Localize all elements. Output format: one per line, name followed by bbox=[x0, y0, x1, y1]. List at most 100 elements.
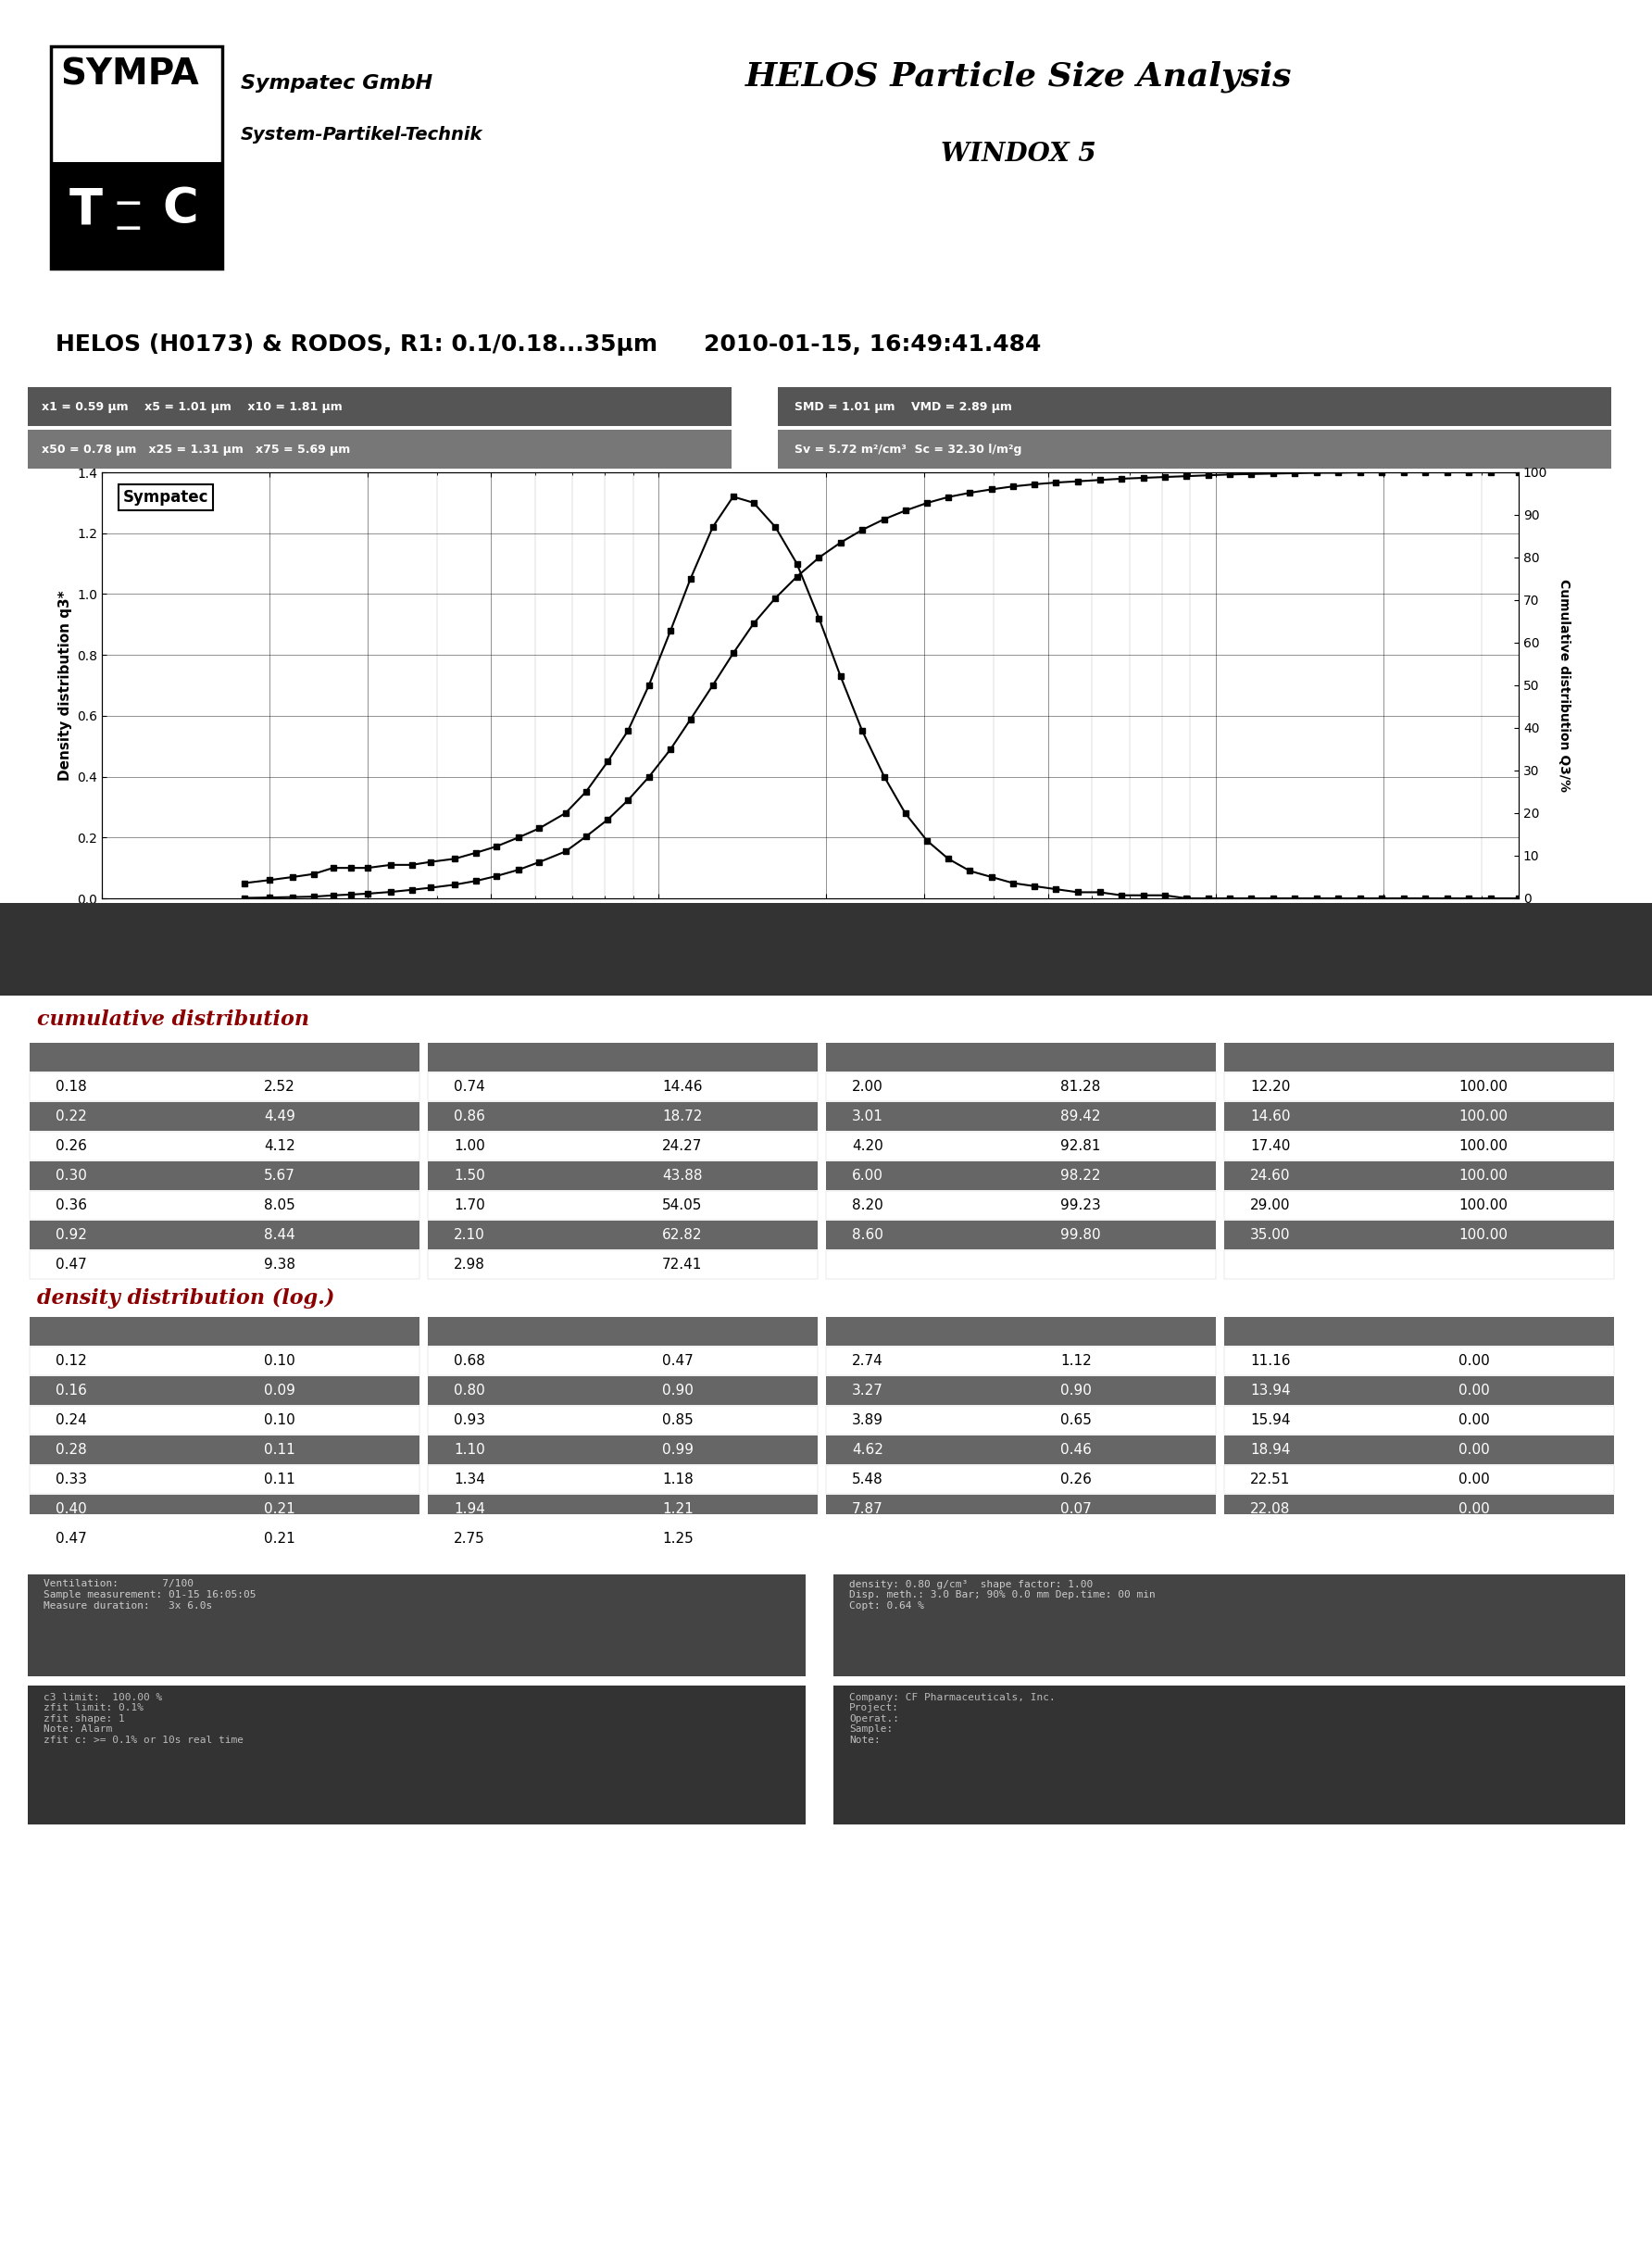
Bar bbox=[30, 1221, 420, 1250]
Text: density distribution (log.): density distribution (log.) bbox=[36, 1288, 335, 1308]
Bar bbox=[1224, 1043, 1614, 1073]
Bar bbox=[1224, 1346, 1614, 1376]
Bar bbox=[1224, 1221, 1614, 1250]
Text: x50 = 0.78 µm   x25 = 1.31 µm   x75 = 5.69 µm: x50 = 0.78 µm x25 = 1.31 µm x75 = 5.69 µ… bbox=[41, 442, 350, 456]
Text: Sv = 5.72 m²/cm³  Sc = 32.30 l/m²g: Sv = 5.72 m²/cm³ Sc = 32.30 l/m²g bbox=[795, 442, 1021, 456]
Text: 0.12: 0.12 bbox=[56, 1353, 88, 1367]
Text: 1.70: 1.70 bbox=[454, 1198, 486, 1212]
Bar bbox=[1224, 1495, 1614, 1524]
Bar bbox=[30, 1524, 420, 1553]
Text: 0.22: 0.22 bbox=[56, 1109, 88, 1122]
Text: 29.00: 29.00 bbox=[1251, 1198, 1290, 1212]
Text: 81.28: 81.28 bbox=[1061, 1079, 1100, 1093]
Bar bbox=[826, 1073, 1216, 1102]
Text: 0.85: 0.85 bbox=[662, 1414, 694, 1427]
Text: 0.46: 0.46 bbox=[1061, 1443, 1092, 1456]
Bar bbox=[1224, 1317, 1614, 1346]
Text: 0.00: 0.00 bbox=[1459, 1382, 1490, 1398]
Text: HELOS Particle Size Analysis: HELOS Particle Size Analysis bbox=[745, 61, 1292, 92]
Text: 0.07: 0.07 bbox=[1061, 1501, 1092, 1515]
Text: 100.00: 100.00 bbox=[1459, 1138, 1508, 1153]
Text: 8.44: 8.44 bbox=[264, 1227, 296, 1241]
Text: 0.24: 0.24 bbox=[56, 1414, 88, 1427]
Text: 2010-01-15, 16:49:41.484: 2010-01-15, 16:49:41.484 bbox=[704, 334, 1041, 355]
Text: 0.47: 0.47 bbox=[662, 1353, 694, 1367]
Bar bbox=[1224, 1436, 1614, 1463]
Text: 2.74: 2.74 bbox=[852, 1353, 884, 1367]
Bar bbox=[826, 1495, 1216, 1524]
Text: c3 limit:  100.00 %
zfit limit: 0.1%
zfit shape: 1
Note: Alarm
zfit c: >= 0.1% o: c3 limit: 100.00 % zfit limit: 0.1% zfit… bbox=[43, 1692, 243, 1746]
Text: 1.18: 1.18 bbox=[662, 1472, 694, 1486]
Text: 5.67: 5.67 bbox=[264, 1169, 296, 1183]
Bar bbox=[1224, 1162, 1614, 1189]
Text: x1 = 0.59 µm    x5 = 1.01 µm    x10 = 1.81 µm: x1 = 0.59 µm x5 = 1.01 µm x10 = 1.81 µm bbox=[41, 399, 342, 413]
Bar bbox=[1224, 1405, 1614, 1434]
Text: 11.16: 11.16 bbox=[1251, 1353, 1290, 1367]
Text: 0.80: 0.80 bbox=[454, 1382, 486, 1398]
Text: 0.21: 0.21 bbox=[264, 1530, 296, 1546]
Text: 14.46: 14.46 bbox=[662, 1079, 702, 1093]
Bar bbox=[826, 1162, 1216, 1189]
Bar bbox=[30, 1073, 420, 1102]
Text: 0.00: 0.00 bbox=[1459, 1501, 1490, 1515]
Text: 1.25: 1.25 bbox=[662, 1530, 694, 1546]
Bar bbox=[826, 1250, 1216, 1279]
Bar bbox=[30, 1131, 420, 1160]
Bar bbox=[428, 1131, 818, 1160]
Text: 4.49: 4.49 bbox=[264, 1109, 296, 1122]
Text: 0.28: 0.28 bbox=[56, 1443, 88, 1456]
Text: 22.51: 22.51 bbox=[1251, 1472, 1290, 1486]
Text: 98.22: 98.22 bbox=[1061, 1169, 1100, 1183]
Text: 0.00: 0.00 bbox=[1459, 1443, 1490, 1456]
Text: T: T bbox=[69, 186, 102, 233]
Text: 18.94: 18.94 bbox=[1251, 1443, 1290, 1456]
Bar bbox=[428, 1162, 818, 1189]
Bar bbox=[826, 1524, 1216, 1553]
Text: 35.00: 35.00 bbox=[1251, 1227, 1290, 1241]
Text: 0.30: 0.30 bbox=[56, 1169, 88, 1183]
Text: 0.18: 0.18 bbox=[56, 1079, 88, 1093]
Text: 0.74: 0.74 bbox=[454, 1079, 486, 1093]
Text: 8.05: 8.05 bbox=[264, 1198, 296, 1212]
Bar bbox=[428, 1250, 818, 1279]
Y-axis label: Cumulative distribution Q3/%: Cumulative distribution Q3/% bbox=[1558, 579, 1571, 792]
Text: 9.38: 9.38 bbox=[264, 1257, 296, 1270]
Text: powder: powder bbox=[56, 388, 154, 411]
Bar bbox=[826, 1317, 1216, 1346]
Bar bbox=[51, 47, 223, 269]
Text: —: — bbox=[116, 215, 140, 240]
Text: 24.60: 24.60 bbox=[1251, 1169, 1290, 1183]
Bar bbox=[428, 1102, 818, 1131]
Text: 2.98: 2.98 bbox=[454, 1257, 486, 1270]
Bar bbox=[51, 162, 223, 269]
Bar bbox=[1224, 1524, 1614, 1553]
Text: 0.47: 0.47 bbox=[56, 1257, 88, 1270]
Bar bbox=[30, 1043, 420, 1073]
Text: 0.26: 0.26 bbox=[1061, 1472, 1092, 1486]
Text: 0.11: 0.11 bbox=[264, 1472, 296, 1486]
Bar bbox=[826, 1221, 1216, 1250]
Bar bbox=[30, 1436, 420, 1463]
Text: 92.81: 92.81 bbox=[1061, 1138, 1100, 1153]
Text: 15.94: 15.94 bbox=[1251, 1414, 1290, 1427]
Text: 0.86: 0.86 bbox=[454, 1109, 486, 1122]
Text: 99.23: 99.23 bbox=[1061, 1198, 1100, 1212]
Text: 0.16: 0.16 bbox=[56, 1382, 88, 1398]
Text: 0.36: 0.36 bbox=[56, 1198, 88, 1212]
Text: 100.00: 100.00 bbox=[1459, 1198, 1508, 1212]
Text: 0.90: 0.90 bbox=[1061, 1382, 1092, 1398]
Bar bbox=[428, 1346, 818, 1376]
Bar bbox=[826, 1102, 1216, 1131]
Bar bbox=[428, 1495, 818, 1524]
Text: 7.87: 7.87 bbox=[852, 1501, 884, 1515]
Text: System-Partikel-Technik: System-Partikel-Technik bbox=[241, 126, 482, 144]
Text: 24.27: 24.27 bbox=[662, 1138, 702, 1153]
Text: 0.00: 0.00 bbox=[1459, 1414, 1490, 1427]
Text: 0.21: 0.21 bbox=[264, 1501, 296, 1515]
Bar bbox=[826, 1436, 1216, 1463]
Text: 2.75: 2.75 bbox=[454, 1530, 486, 1546]
Text: 100.00: 100.00 bbox=[1459, 1109, 1508, 1122]
Text: 0.68: 0.68 bbox=[454, 1353, 486, 1367]
Bar bbox=[428, 1405, 818, 1434]
Text: 0.33: 0.33 bbox=[56, 1472, 88, 1486]
